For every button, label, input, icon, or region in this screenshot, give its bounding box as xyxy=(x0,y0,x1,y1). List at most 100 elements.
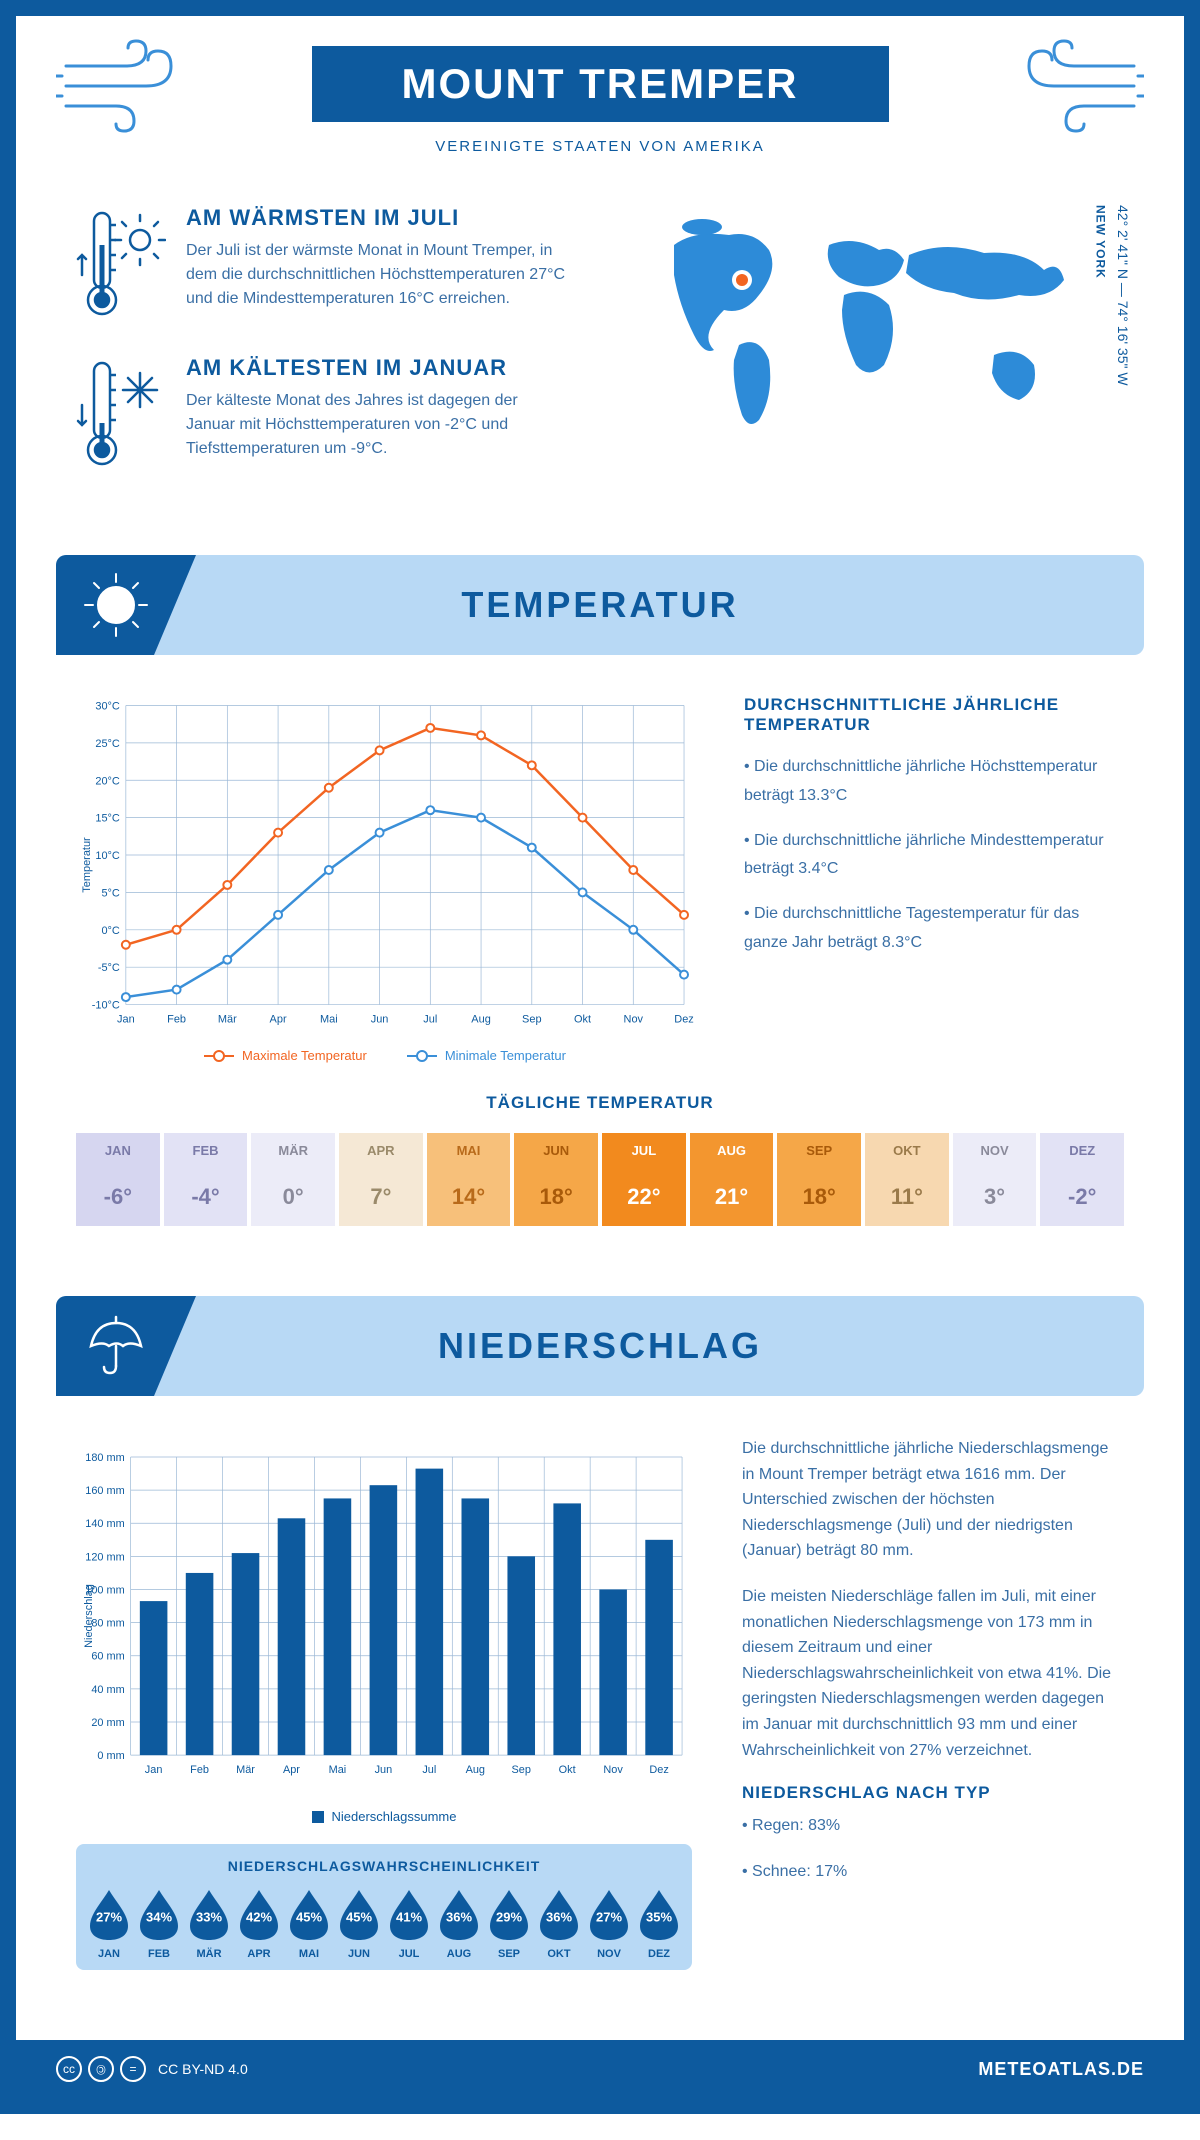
thermometer-cold-icon xyxy=(76,355,166,475)
legend-precip-label: Niederschlagssumme xyxy=(332,1809,457,1824)
svg-text:140 mm: 140 mm xyxy=(85,1518,124,1530)
svg-text:Aug: Aug xyxy=(471,1013,491,1025)
daily-temp-cell: JAN -6° xyxy=(76,1133,160,1226)
svg-text:Sep: Sep xyxy=(522,1013,542,1025)
svg-text:Niederschlag: Niederschlag xyxy=(83,1584,95,1648)
probability-drop: 41% JUL xyxy=(386,1886,432,1960)
svg-text:Jun: Jun xyxy=(375,1764,393,1776)
license-text: CC BY-ND 4.0 xyxy=(158,2061,248,2077)
svg-text:60 mm: 60 mm xyxy=(91,1651,124,1663)
svg-text:30°C: 30°C xyxy=(95,701,120,713)
daily-temp-title: TÄGLICHE TEMPERATUR xyxy=(76,1093,1124,1113)
svg-text:Dez: Dez xyxy=(649,1764,668,1776)
daily-temp-cell: AUG 21° xyxy=(690,1133,774,1226)
world-map-svg xyxy=(644,205,1084,445)
svg-text:Jan: Jan xyxy=(117,1013,135,1025)
svg-text:Aug: Aug xyxy=(466,1764,485,1776)
daily-temp-cell: OKT 11° xyxy=(865,1133,949,1226)
probability-drop: 35% DEZ xyxy=(636,1886,682,1960)
temp-side-title: DURCHSCHNITTLICHE JÄHRLICHE TEMPERATUR xyxy=(744,695,1124,735)
legend-precip: Niederschlagssumme xyxy=(312,1809,457,1824)
daily-temp-cell: FEB -4° xyxy=(164,1133,248,1226)
probability-drops: 27% JAN 34% FEB 33% MÄR 42% APR xyxy=(86,1886,682,1960)
temp-bullet-2: • Die durchschnittliche Tagestemperatur … xyxy=(744,900,1124,958)
temperature-side-text: DURCHSCHNITTLICHE JÄHRLICHE TEMPERATUR •… xyxy=(744,695,1124,1063)
probability-drop: 36% AUG xyxy=(436,1886,482,1960)
svg-text:Sep: Sep xyxy=(512,1764,531,1776)
daily-temp-cell: MAI 14° xyxy=(427,1133,511,1226)
svg-text:0°C: 0°C xyxy=(101,925,119,937)
fact-warm-text: Der Juli ist der wärmste Monat in Mount … xyxy=(186,239,566,311)
probability-drop: 45% MAI xyxy=(286,1886,332,1960)
svg-text:Okt: Okt xyxy=(574,1013,591,1025)
temp-bullet-0: • Die durchschnittliche jährliche Höchst… xyxy=(744,753,1124,811)
svg-text:0 mm: 0 mm xyxy=(97,1750,124,1762)
probability-drop: 27% NOV xyxy=(586,1886,632,1960)
probability-drop: 27% JAN xyxy=(86,1886,132,1960)
precip-type-0: • Regen: 83% xyxy=(742,1813,1124,1839)
probability-title: NIEDERSCHLAGSWAHRSCHEINLICHKEIT xyxy=(86,1858,682,1874)
daily-temp-cell: SEP 18° xyxy=(777,1133,861,1226)
svg-text:20°C: 20°C xyxy=(95,775,120,787)
daily-temperature: TÄGLICHE TEMPERATUR JAN -6° FEB -4° MÄR … xyxy=(16,1093,1184,1276)
world-map: 42° 2' 41" N — 74° 16' 35" W NEW YORK xyxy=(644,205,1124,505)
umbrella-icon xyxy=(56,1296,196,1396)
legend-min: Minimale Temperatur xyxy=(407,1048,566,1063)
probability-drop: 33% MÄR xyxy=(186,1886,232,1960)
temperature-line-chart: -10°C-5°C0°C5°C10°C15°C20°C25°C30°CJanFe… xyxy=(76,695,694,1035)
daily-temp-cell: NOV 3° xyxy=(953,1133,1037,1226)
daily-temp-cell: JUN 18° xyxy=(514,1133,598,1226)
probability-drop: 34% FEB xyxy=(136,1886,182,1960)
svg-text:40 mm: 40 mm xyxy=(91,1684,124,1696)
precipitation-side-text: Die durchschnittliche jährliche Niedersc… xyxy=(742,1436,1124,1970)
intro-section: AM WÄRMSTEN IM JULI Der Juli ist der wär… xyxy=(16,155,1184,535)
daily-temp-cell: MÄR 0° xyxy=(251,1133,335,1226)
wind-icon-left xyxy=(56,36,196,136)
svg-text:Temperatur: Temperatur xyxy=(81,837,93,893)
svg-text:Jul: Jul xyxy=(422,1764,436,1776)
temperature-section: -10°C-5°C0°C5°C10°C15°C20°C25°C30°CJanFe… xyxy=(16,695,1184,1093)
svg-text:Apr: Apr xyxy=(283,1764,300,1776)
fact-warm-title: AM WÄRMSTEN IM JULI xyxy=(186,205,566,231)
facts-column: AM WÄRMSTEN IM JULI Der Juli ist der wär… xyxy=(76,205,604,505)
svg-text:Mär: Mär xyxy=(218,1013,237,1025)
svg-text:80 mm: 80 mm xyxy=(91,1618,124,1630)
daily-temp-cell: APR 7° xyxy=(339,1133,423,1226)
footer-license: cc 🄯 = CC BY-ND 4.0 xyxy=(56,2056,248,2082)
probability-drop: 45% JUN xyxy=(336,1886,382,1960)
precipitation-title: NIEDERSCHLAG xyxy=(438,1325,762,1367)
svg-text:5°C: 5°C xyxy=(101,887,119,899)
precipitation-section: 0 mm20 mm40 mm60 mm80 mm100 mm120 mm140 … xyxy=(16,1436,1184,2010)
thermometer-hot-icon xyxy=(76,205,166,325)
svg-text:120 mm: 120 mm xyxy=(85,1551,124,1563)
subtitle: VEREINIGTE STAATEN VON AMERIKA xyxy=(56,138,1144,155)
temp-bullet-1: • Die durchschnittliche jährliche Mindes… xyxy=(744,827,1124,885)
precipitation-chart-area: 0 mm20 mm40 mm60 mm80 mm100 mm120 mm140 … xyxy=(76,1436,692,1970)
sun-icon xyxy=(56,555,196,655)
fact-coldest: AM KÄLTESTEN IM JANUAR Der kälteste Mona… xyxy=(76,355,604,475)
probability-panel: NIEDERSCHLAGSWAHRSCHEINLICHKEIT 27% JAN … xyxy=(76,1844,692,1970)
precipitation-bar-chart: 0 mm20 mm40 mm60 mm80 mm100 mm120 mm140 … xyxy=(76,1436,692,1796)
coord-state: NEW YORK xyxy=(1094,205,1108,279)
temperature-legend: Maximale Temperatur Minimale Temperatur xyxy=(76,1048,694,1063)
cc-icons: cc 🄯 = xyxy=(56,2056,146,2082)
wind-icon-right xyxy=(1004,36,1144,136)
svg-text:-5°C: -5°C xyxy=(98,962,120,974)
footer: cc 🄯 = CC BY-ND 4.0 METEOATLAS.DE xyxy=(16,2040,1184,2098)
probability-drop: 29% SEP xyxy=(486,1886,532,1960)
svg-text:Mai: Mai xyxy=(320,1013,338,1025)
svg-text:Jan: Jan xyxy=(145,1764,163,1776)
svg-text:Jul: Jul xyxy=(423,1013,437,1025)
header: MOUNT TREMPER VEREINIGTE STAATEN VON AME… xyxy=(16,16,1184,155)
svg-text:Dez: Dez xyxy=(674,1013,693,1025)
precip-type-1: • Schnee: 17% xyxy=(742,1859,1124,1885)
svg-text:Feb: Feb xyxy=(190,1764,209,1776)
footer-site: METEOATLAS.DE xyxy=(978,2059,1144,2080)
precip-type-title: NIEDERSCHLAG NACH TYP xyxy=(742,1783,1124,1803)
svg-text:10°C: 10°C xyxy=(95,850,120,862)
probability-drop: 36% OKT xyxy=(536,1886,582,1960)
title-banner: MOUNT TREMPER xyxy=(312,46,889,122)
section-header-temperature: TEMPERATUR xyxy=(56,555,1144,655)
page-title: MOUNT TREMPER xyxy=(402,60,799,108)
precipitation-legend: Niederschlagssumme xyxy=(76,1809,692,1824)
